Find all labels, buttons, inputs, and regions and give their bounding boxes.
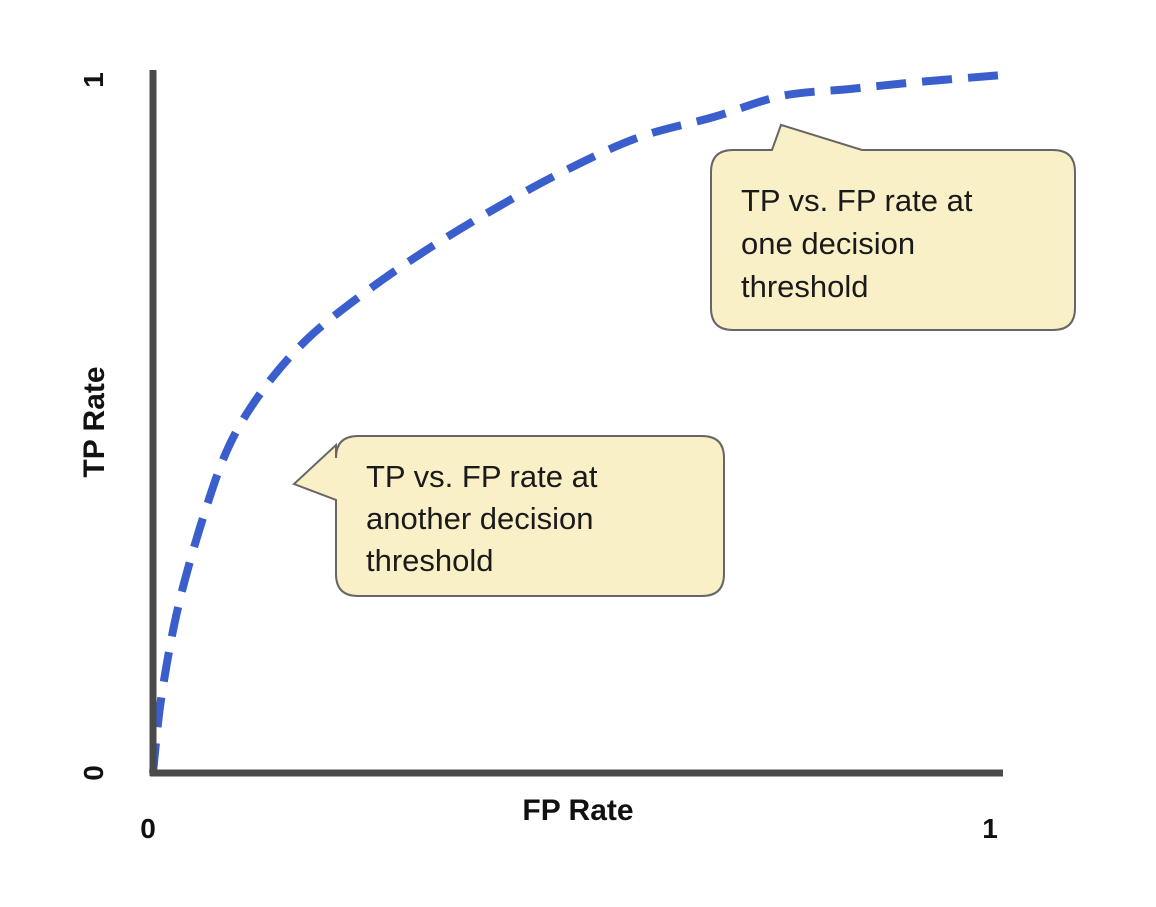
- callout-text-line: threshold: [741, 269, 869, 304]
- roc-curve-line: [149, 71, 1004, 774]
- y-tick-label: 1: [78, 72, 109, 88]
- callout-text-line: threshold: [366, 543, 494, 578]
- x-axis-title: FP Rate: [522, 794, 633, 827]
- y-axis-title: TP Rate: [78, 366, 111, 477]
- x-tick-label: 0: [140, 813, 156, 844]
- curve-layer: [149, 71, 1004, 774]
- callout-text-line: TP vs. FP rate at: [741, 183, 973, 218]
- callout-bubble: [710, 123, 1076, 331]
- annotation-callout: TP vs. FP rate at another decision thresho…: [292, 435, 725, 597]
- axis-text-layer: 0 1 0 1 FP Rate TP Rate: [78, 72, 998, 844]
- callout-text-line: one decision: [741, 226, 915, 261]
- x-tick-label: 1: [982, 813, 998, 844]
- callout-bubble: [292, 435, 725, 597]
- axes-layer: [149, 70, 1003, 777]
- callout-text-line: another decision: [366, 501, 594, 536]
- annotation-callout: TP vs. FP rate at one decision threshold: [710, 123, 1076, 331]
- callout-text-line: TP vs. FP rate at: [366, 459, 598, 494]
- y-tick-label: 0: [78, 765, 109, 781]
